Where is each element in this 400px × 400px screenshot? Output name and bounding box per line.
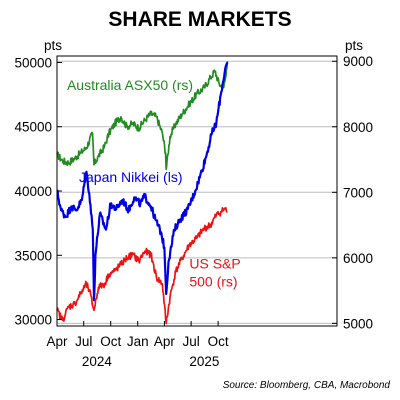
series-label-australia: Australia ASX50 (rs): [67, 77, 193, 93]
series-line-us: [56, 206, 228, 325]
series-lines: [56, 61, 229, 325]
right-tick-label: 8000: [343, 120, 373, 135]
x-tick-label: Jul: [75, 334, 92, 349]
gridlines: [57, 60, 337, 324]
chart-title: SHARE MARKETS: [108, 8, 291, 31]
left-axis-unit: pts: [44, 38, 62, 53]
left-tick-label: 50000: [14, 55, 52, 70]
x-tick-label: Jul: [182, 334, 199, 349]
right-tick-label: 6000: [343, 251, 373, 266]
series-labels: Australia ASX50 (rs) Japan Nikkei (ls) US …: [67, 77, 241, 289]
series-label-us: US S&P: [189, 255, 240, 271]
x-tick-label: Apr: [46, 334, 68, 349]
right-tick-label: 7000: [343, 185, 373, 200]
left-tick-label: 40000: [14, 184, 52, 199]
x-tick-label: Apr: [154, 334, 176, 349]
series-label-japan: Japan Nikkei (ls): [79, 169, 182, 185]
right-axis-unit: pts: [345, 38, 363, 53]
series-line-australia: [56, 61, 229, 171]
x-year-label: 2025: [189, 354, 219, 369]
source-note: Source: Bloomberg, CBA, Macrobond: [223, 380, 391, 391]
x-year-label: 2024: [82, 354, 113, 369]
left-tick-label: 35000: [14, 248, 52, 263]
series-label-us: 500 (rs): [189, 273, 237, 289]
series-line-japan: [56, 61, 229, 302]
right-tick-label: 5000: [343, 316, 373, 331]
x-tick-label: Oct: [100, 334, 121, 349]
right-tick-label: 9000: [343, 54, 373, 69]
x-tick-label: Jan: [127, 334, 149, 349]
x-tick-label: Oct: [208, 334, 229, 349]
left-tick-label: 45000: [14, 120, 52, 135]
axis-ticks: 30000 35000 40000 45000 50000 5000 6000 7000 800…: [14, 54, 373, 369]
left-tick-label: 30000: [14, 313, 52, 328]
